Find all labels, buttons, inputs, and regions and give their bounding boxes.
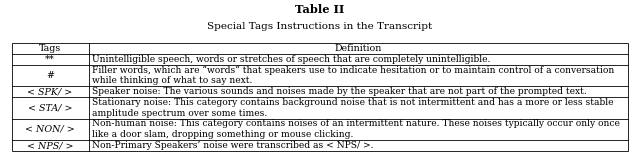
Text: Special Tags Instructions in the Transcript: Special Tags Instructions in the Transcr… (207, 22, 433, 31)
Text: < STA/ >: < STA/ > (28, 103, 72, 112)
Text: **: ** (45, 55, 55, 64)
Text: < NPS/ >: < NPS/ > (27, 141, 74, 150)
Text: #: # (46, 71, 54, 80)
Text: Table II: Table II (296, 4, 344, 15)
Text: Stationary noise: This category contains background noise that is not intermitte: Stationary noise: This category contains… (92, 98, 614, 118)
Text: Definition: Definition (335, 44, 382, 53)
Text: Non-Primary Speakers’ noise were transcribed as < NPS/ >.: Non-Primary Speakers’ noise were transcr… (92, 141, 374, 150)
Text: Non-human noise: This category contains noises of an intermittent nature. These : Non-human noise: This category contains … (92, 120, 620, 139)
Text: < SPK/ >: < SPK/ > (28, 87, 73, 96)
Bar (12, 43, 628, 151)
Text: Filler words, which are “words” that speakers use to indicate hesitation or to m: Filler words, which are “words” that spe… (92, 65, 615, 85)
Text: < NON/ >: < NON/ > (25, 125, 75, 134)
Text: Tags: Tags (39, 44, 61, 53)
Text: Unintelligible speech, words or stretches of speech that are completely unintell: Unintelligible speech, words or stretche… (92, 55, 491, 64)
Text: Speaker noise: The various sounds and noises made by the speaker that are not pa: Speaker noise: The various sounds and no… (92, 87, 588, 96)
